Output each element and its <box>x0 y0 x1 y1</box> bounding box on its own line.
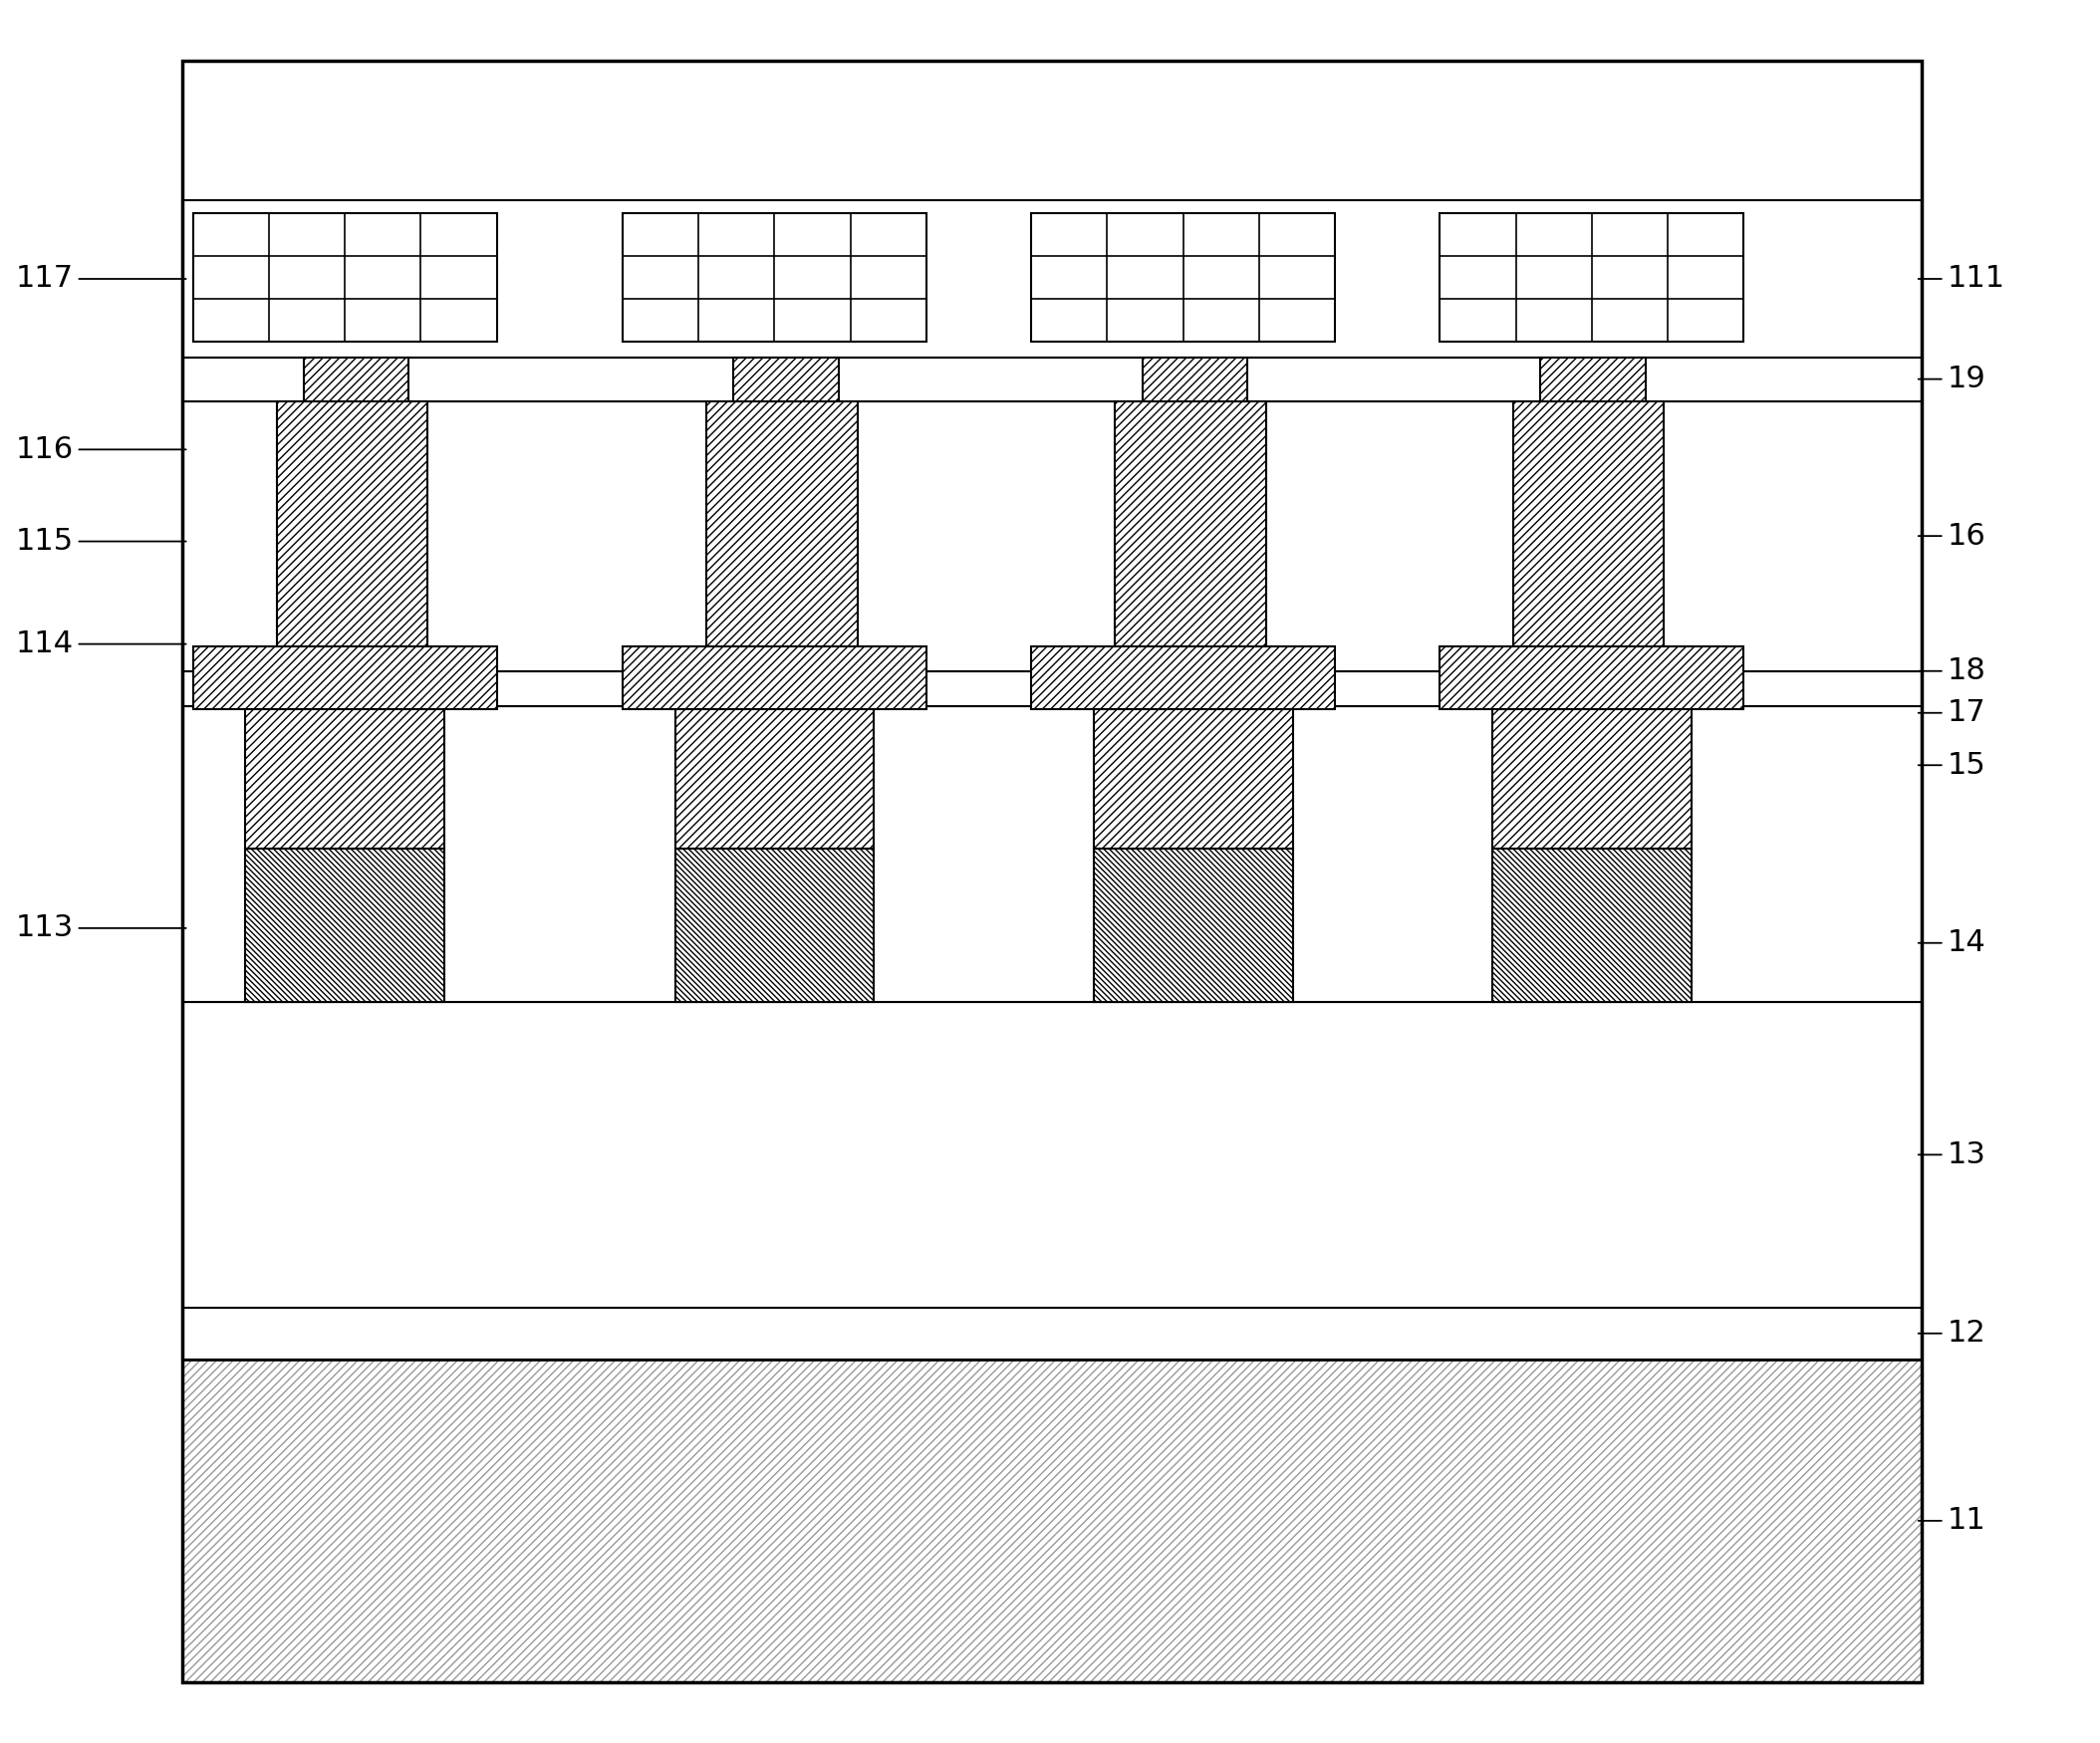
Bar <box>1094 706 1294 849</box>
Bar <box>1493 706 1691 849</box>
Text: 115: 115 <box>15 526 187 556</box>
Text: 111: 111 <box>1917 265 2006 293</box>
Text: 12: 12 <box>1917 1319 1987 1347</box>
Text: 11: 11 <box>1917 1506 1987 1536</box>
Bar <box>1142 357 1247 401</box>
Bar <box>183 357 1922 401</box>
Bar <box>1094 849 1294 1002</box>
Bar <box>674 706 874 849</box>
Bar <box>277 401 428 671</box>
Text: 14: 14 <box>1917 929 1987 957</box>
Bar <box>1031 647 1336 709</box>
Text: 16: 16 <box>1917 521 1987 551</box>
Bar <box>193 647 498 709</box>
Text: 116: 116 <box>15 436 187 464</box>
Bar <box>733 357 838 401</box>
Bar <box>183 1360 1922 1682</box>
Text: 13: 13 <box>1917 1140 1987 1170</box>
Bar <box>1115 401 1266 671</box>
Bar <box>246 849 445 1002</box>
Bar <box>1541 357 1644 401</box>
Bar <box>706 401 857 671</box>
Bar <box>622 213 926 342</box>
Bar <box>304 357 410 401</box>
Bar <box>1514 401 1663 671</box>
Bar <box>674 849 874 1002</box>
Text: 113: 113 <box>15 913 187 943</box>
Bar <box>193 213 498 342</box>
Bar <box>1031 213 1336 342</box>
Text: 15: 15 <box>1917 751 1987 779</box>
Bar <box>183 1360 1922 1682</box>
Bar <box>183 671 1922 706</box>
Text: 17: 17 <box>1917 699 1987 727</box>
Bar <box>183 1307 1922 1360</box>
Bar <box>1493 849 1691 1002</box>
Bar <box>183 401 1922 671</box>
Text: 114: 114 <box>15 629 187 659</box>
Text: 18: 18 <box>1917 657 1987 685</box>
Bar <box>1441 647 1743 709</box>
Text: 19: 19 <box>1917 364 1987 394</box>
Bar <box>622 647 926 709</box>
Text: 117: 117 <box>15 265 187 293</box>
Bar <box>1441 213 1743 342</box>
Bar <box>183 200 1922 357</box>
Bar <box>183 706 1922 1002</box>
Bar <box>183 1002 1922 1307</box>
Bar <box>246 706 445 849</box>
Bar <box>183 61 1922 1682</box>
